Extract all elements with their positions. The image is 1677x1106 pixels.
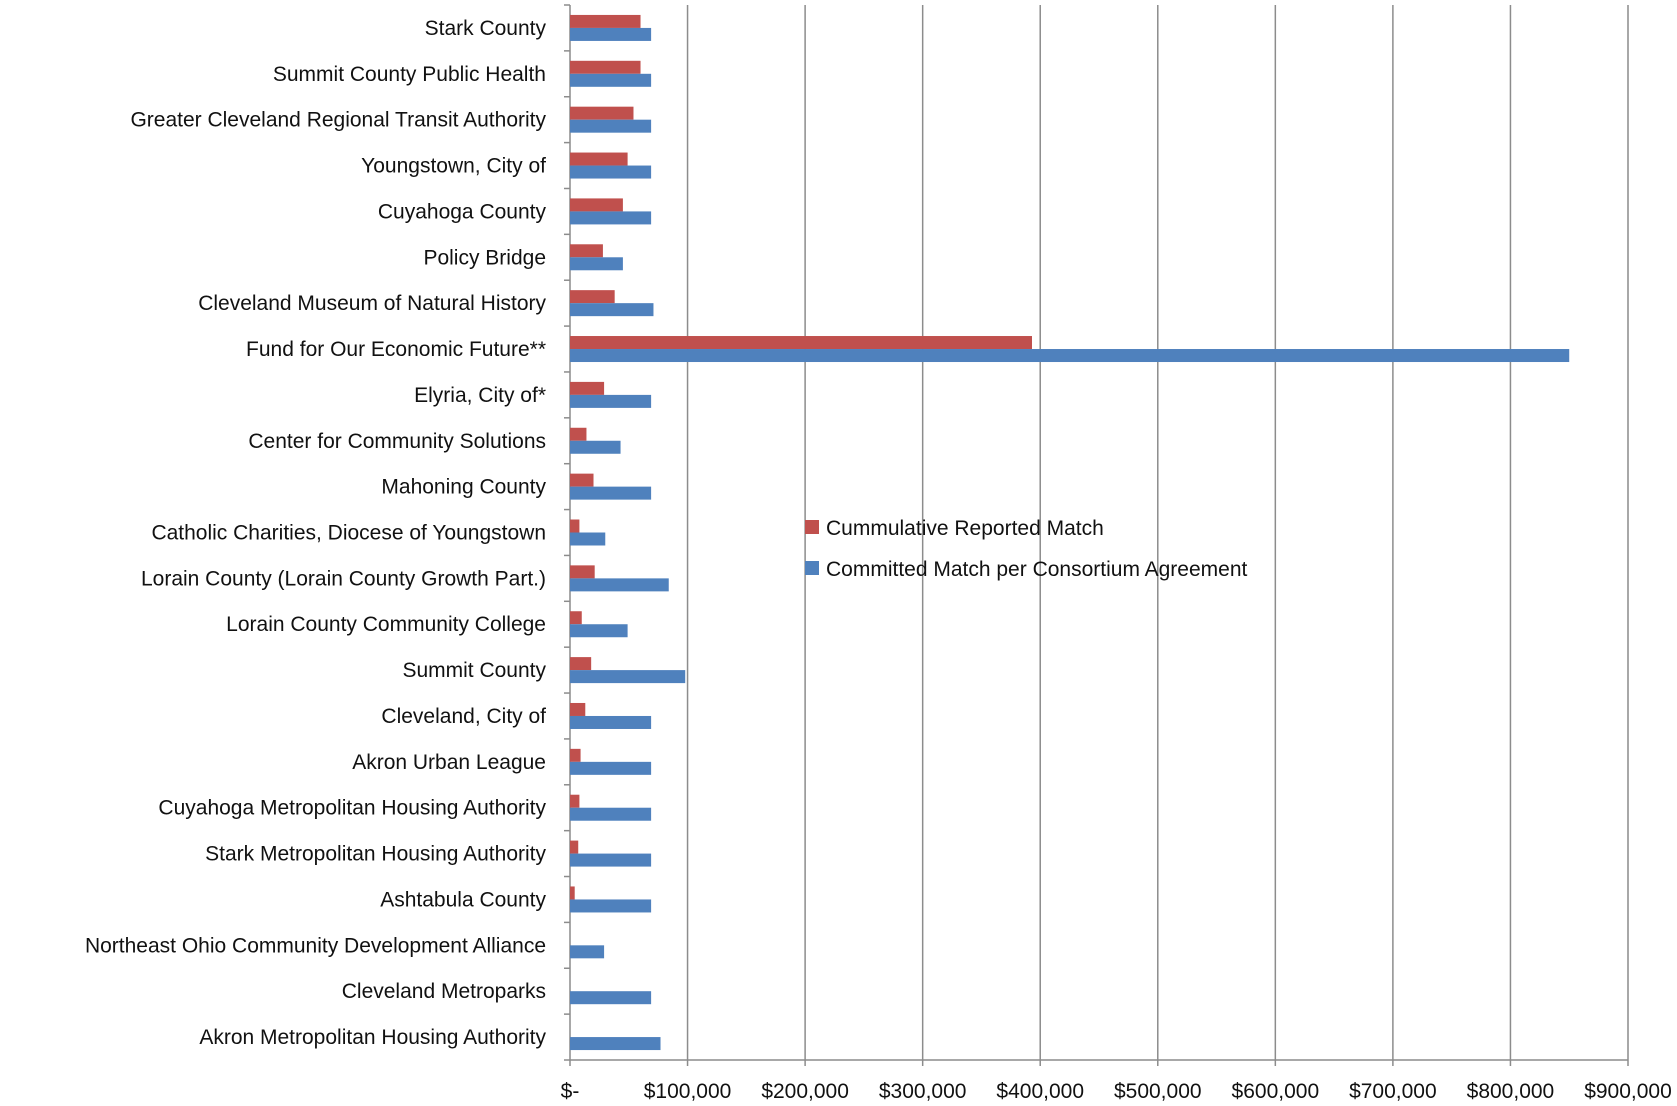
bar-reported-match xyxy=(570,60,641,74)
bar-committed-match xyxy=(570,715,652,729)
bar-reported-match xyxy=(570,152,628,166)
gridlines xyxy=(686,5,1629,1060)
bar-committed-match xyxy=(570,394,652,408)
bar-committed-match xyxy=(570,27,652,41)
category-label: Cleveland Museum of Natural History xyxy=(198,292,546,315)
x-tick-label: $- xyxy=(561,1080,580,1103)
x-tick-label: $800,000 xyxy=(1467,1080,1555,1103)
x-tick-label: $900,000 xyxy=(1584,1080,1672,1103)
category-label: Youngstown, City of xyxy=(361,155,546,178)
bar-committed-match xyxy=(570,1037,661,1051)
bar-reported-match xyxy=(570,106,634,120)
category-label: Cuyahoga County xyxy=(378,200,547,223)
bar-committed-match xyxy=(570,440,621,454)
bar-reported-match xyxy=(570,336,1032,350)
bar-committed-match xyxy=(570,532,606,546)
bar-committed-match xyxy=(570,670,686,684)
category-label: Ashtabula County xyxy=(380,888,546,911)
bar-reported-match xyxy=(570,473,594,487)
x-tick-label: $300,000 xyxy=(879,1080,967,1103)
bar-reported-match xyxy=(570,657,592,671)
x-tick-label: $200,000 xyxy=(761,1080,849,1103)
category-label: Cleveland, City of xyxy=(381,705,546,728)
bar-committed-match xyxy=(570,211,652,225)
bar-reported-match xyxy=(570,840,579,854)
bar-reported-match xyxy=(570,427,587,441)
bar-committed-match xyxy=(570,807,652,821)
bar-reported-match xyxy=(570,14,641,28)
bar-committed-match xyxy=(570,761,652,775)
bar-committed-match xyxy=(570,349,1570,363)
bar-committed-match xyxy=(570,578,669,592)
bar-reported-match xyxy=(570,748,581,762)
legend: Cummulative Reported Match Committed Mat… xyxy=(805,517,1247,581)
category-label: Policy Bridge xyxy=(423,246,546,269)
x-tick-label: $500,000 xyxy=(1114,1080,1202,1103)
bar-committed-match xyxy=(570,899,652,913)
category-label: Northeast Ohio Community Development All… xyxy=(85,934,546,957)
category-label: Mahoning County xyxy=(381,476,546,499)
category-label: Akron Urban League xyxy=(352,751,546,774)
legend-swatch-committed xyxy=(805,561,819,575)
bar-committed-match xyxy=(570,486,652,500)
bar-reported-match xyxy=(570,198,623,212)
category-labels: Stark County Summit County Public Health G… xyxy=(85,17,547,1049)
bar-reported-match xyxy=(570,611,582,625)
category-label: Fund for Our Economic Future** xyxy=(246,338,546,361)
category-label: Catholic Charities, Diocese of Youngstow… xyxy=(151,522,546,545)
bar-committed-match xyxy=(570,624,628,638)
category-label: Lorain County Community College xyxy=(226,613,546,636)
bar-reported-match xyxy=(570,519,580,533)
bar-committed-match xyxy=(570,945,605,959)
legend-label-committed: Committed Match per Consortium Agreement xyxy=(826,558,1247,581)
legend-swatch-reported xyxy=(805,520,819,534)
category-label: Summit County xyxy=(402,659,546,682)
category-label: Stark County xyxy=(425,17,547,40)
category-label: Center for Community Solutions xyxy=(248,430,546,453)
bar-reported-match xyxy=(570,381,605,395)
category-label: Lorain County (Lorain County Growth Part… xyxy=(141,567,546,590)
bar-committed-match xyxy=(570,165,652,179)
x-tick-label: $400,000 xyxy=(996,1080,1084,1103)
category-label: Cuyahoga Metropolitan Housing Authority xyxy=(158,797,546,820)
bar-committed-match xyxy=(570,991,652,1005)
bar-reported-match xyxy=(570,794,580,808)
x-tick-label: $100,000 xyxy=(644,1080,732,1103)
category-label: Elyria, City of* xyxy=(414,384,546,407)
bar-reported-match xyxy=(570,886,575,900)
x-tick-label: $700,000 xyxy=(1349,1080,1437,1103)
bars xyxy=(570,14,1570,1051)
bar-committed-match xyxy=(570,303,654,317)
bar-committed-match xyxy=(570,853,652,867)
category-label: Cleveland Metroparks xyxy=(342,980,546,1003)
x-tick-label: $600,000 xyxy=(1232,1080,1320,1103)
x-tick-labels: $- $100,000 $200,000 $300,000 $400,000 $500,0… xyxy=(561,1080,1672,1103)
category-label: Stark Metropolitan Housing Authority xyxy=(205,843,546,866)
bar-reported-match xyxy=(570,565,595,579)
bar-reported-match xyxy=(570,290,615,304)
bar-committed-match xyxy=(570,73,652,87)
category-label: Greater Cleveland Regional Transit Autho… xyxy=(130,109,546,132)
bar-reported-match xyxy=(570,702,586,716)
category-label: Akron Metropolitan Housing Authority xyxy=(199,1026,546,1049)
category-label: Summit County Public Health xyxy=(273,63,546,86)
bar-committed-match xyxy=(570,257,623,271)
legend-label-reported: Cummulative Reported Match xyxy=(826,517,1104,540)
bar-committed-match xyxy=(570,119,652,133)
bar-reported-match xyxy=(570,244,603,258)
